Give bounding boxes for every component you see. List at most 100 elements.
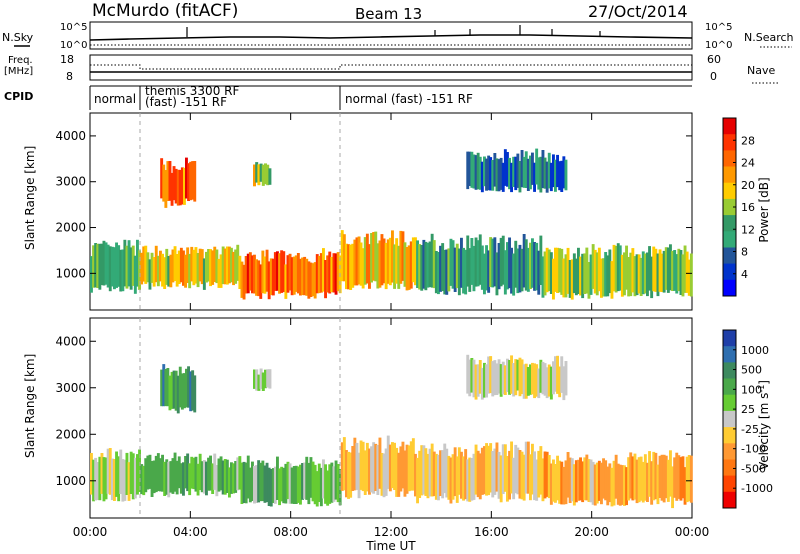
velocity-echo-cell <box>393 442 396 490</box>
colorbar-swatch <box>723 394 736 412</box>
velocity-echo-cell <box>330 462 334 503</box>
velocity-echo-cell <box>102 457 106 502</box>
power-echo-cell <box>460 237 463 288</box>
velocity-echo-cell <box>328 464 332 504</box>
velocity-echo-cell <box>166 368 170 407</box>
power-echo-cell <box>368 244 371 289</box>
velocity-echo-cell <box>104 457 108 500</box>
power-echo-cell <box>192 249 196 286</box>
velocity-echo-cell <box>545 451 549 497</box>
colorbar-swatch <box>723 330 736 347</box>
velocity-echo-cell <box>121 459 125 502</box>
velocity-echo-cell <box>535 459 539 501</box>
velocity-echo-cell <box>443 443 447 494</box>
velocity-echo-cell <box>568 457 572 503</box>
velocity-echo-cell <box>524 363 528 399</box>
power-echo-cell <box>355 237 359 286</box>
velocity-echo-cell <box>430 443 434 497</box>
power-echo-cell <box>487 155 491 191</box>
velocity-echo-cell <box>510 441 513 494</box>
velocity-echo-cell <box>414 453 417 497</box>
power-echo-cell <box>597 247 601 292</box>
velocity-echo-cell <box>604 460 608 501</box>
velocity-echo-cell <box>268 369 272 389</box>
velocity-echo-cell <box>639 456 643 501</box>
power-echo-cell <box>288 253 292 291</box>
power-echo-cell <box>401 231 405 281</box>
power-echo-cell <box>524 239 528 291</box>
colorbar-swatch <box>723 247 736 265</box>
power-echo-cell <box>131 245 135 286</box>
power-echo-cell <box>290 257 294 296</box>
power-echo-cell <box>322 248 325 292</box>
power-echo-cell <box>175 254 179 287</box>
velocity-echo-cell <box>244 462 248 504</box>
power-echo-cell <box>370 233 373 283</box>
velocity-echo-cell <box>554 356 557 392</box>
power-echo-cell <box>349 244 353 290</box>
power-echo-cell <box>342 234 346 282</box>
velocity-echo-cell <box>612 460 616 506</box>
velocity-echo-cell <box>660 454 664 501</box>
velocity-echo-cell <box>562 366 566 401</box>
velocity-echo-cell <box>466 354 470 394</box>
power-echo-cell <box>144 245 148 284</box>
power-echo-cell <box>142 246 146 282</box>
power-echo-cell <box>652 246 656 292</box>
power-echo-cell <box>422 239 426 289</box>
velocity-echo-cell <box>669 450 672 497</box>
velocity-echo-cell <box>213 453 217 490</box>
velocity-echo-cell <box>202 460 206 494</box>
power-echo-cell <box>416 240 419 288</box>
power-echo-cell <box>328 251 332 294</box>
colorbar-tick-label: 16 <box>741 201 755 214</box>
power-echo-cell <box>533 242 536 291</box>
power-echo-cell <box>493 153 497 187</box>
power-echo-cell <box>526 247 530 292</box>
velocity-echo-cell <box>191 370 195 411</box>
velocity-echo-cell <box>537 368 541 399</box>
power-echo-cell <box>178 169 182 206</box>
velocity-echo-cell <box>453 447 457 497</box>
velocity-echo-cell <box>205 461 208 496</box>
velocity-echo-cell <box>171 458 175 494</box>
velocity-ylabel: Slant Range [km] <box>23 354 37 458</box>
power-echo-cell <box>236 244 240 281</box>
colorbar-swatch <box>723 231 736 248</box>
power-echo-cell <box>495 252 499 296</box>
velocity-echo-cell <box>518 357 522 397</box>
time-xticks: 00:00 04:00 08:00 12:00 16:00 20:00 00:00 <box>73 113 709 539</box>
velocity-echo-cell <box>345 450 348 498</box>
power-echo-cell <box>171 249 175 283</box>
colorbar-swatch <box>723 150 736 168</box>
power-echo-cell <box>464 249 468 295</box>
power-yticks: 1000 2000 3000 4000 <box>55 129 692 280</box>
ytick-label: 2000 <box>55 221 86 235</box>
power-echo-cell <box>512 156 516 187</box>
power-echo-cell <box>230 247 233 283</box>
colorbar-tick-label: 24 <box>741 157 755 170</box>
velocity-echo-cell <box>585 454 589 501</box>
velocity-echo-cell <box>257 374 261 391</box>
velocity-echo-cell <box>560 356 564 393</box>
power-echo-cell <box>215 249 219 284</box>
colorbar-frame <box>722 329 737 509</box>
power-echo-cell <box>332 253 336 293</box>
velocity-echo-cell <box>641 461 645 503</box>
power-echo-cell <box>432 240 436 289</box>
power-echo-cell <box>301 257 304 296</box>
power-echo-cell <box>560 248 564 295</box>
power-echo-cell <box>115 242 118 288</box>
velocity-echo-cell <box>531 443 534 495</box>
power-echo-cell <box>148 259 152 290</box>
velocity-echo-cell <box>106 448 110 494</box>
velocity-echo-cell <box>675 452 679 501</box>
velocity-echo-cell <box>572 464 576 506</box>
colorbar-swatch <box>723 134 736 151</box>
velocity-echo-cell <box>462 456 465 501</box>
velocity-echo-cell <box>543 451 547 499</box>
power-echo-cell <box>430 233 434 288</box>
velocity-echo-cell <box>593 464 597 506</box>
velocity-echo-cell <box>537 450 541 498</box>
power-echo-cell <box>172 166 176 201</box>
